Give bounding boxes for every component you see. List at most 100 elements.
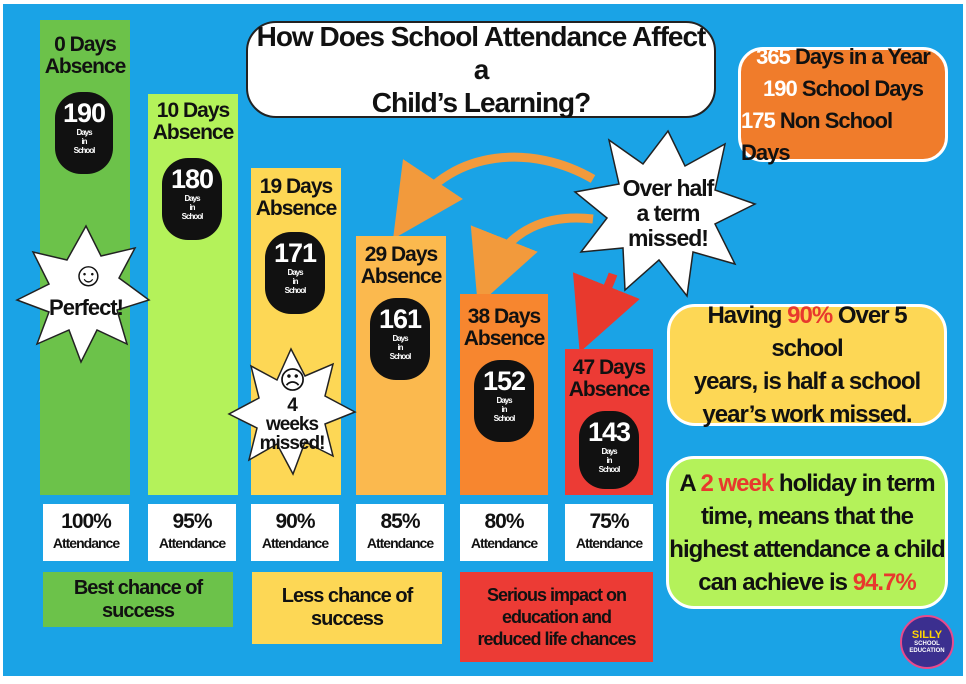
- days-in-school-pill: 171 Days in School: [265, 232, 325, 314]
- over-half-line-2: a term: [636, 200, 700, 226]
- bar-absence-days: 47 Days: [572, 356, 646, 379]
- days-label-school: School: [181, 212, 204, 221]
- days-label-school: School: [493, 414, 516, 423]
- bar-absence-label: Absence: [255, 197, 338, 220]
- infographic-poster: How Does School Attendance Affect a Chil…: [3, 4, 963, 676]
- days-label-school: School: [73, 146, 96, 155]
- days-in-school-number: 190: [62, 98, 106, 128]
- non-school-days-line: 175 Non School Days: [741, 105, 945, 169]
- attendance-box-95: 95% Attendance: [148, 504, 236, 561]
- days-in-school-pill: 143 Days in School: [579, 411, 639, 489]
- attendance-label: Attendance: [470, 535, 538, 551]
- logo-line-1: SILLY: [911, 628, 943, 641]
- logo-line-2: SCHOOL: [914, 640, 940, 647]
- days-in-school-number: 171: [273, 238, 317, 268]
- days-label-days: Days: [287, 268, 303, 277]
- attendance-label: Attendance: [261, 535, 329, 551]
- days-label-school: School: [284, 286, 307, 295]
- school-days-label: School Days: [801, 75, 924, 101]
- year-days-number: 365: [756, 43, 791, 69]
- info-holiday-post: holiday in term: [773, 469, 936, 497]
- info-90-line-1: Having 90% Over 5 school: [670, 299, 944, 365]
- days-label-school: School: [389, 352, 412, 361]
- title-box: How Does School Attendance Affect a Chil…: [246, 21, 716, 118]
- bar-10-days: 10 Days Absence 180 Days in School: [148, 94, 238, 495]
- days-in-school-pill: 161 Days in School: [370, 298, 430, 380]
- attendance-label: Attendance: [366, 535, 434, 551]
- days-label-school: School: [598, 465, 621, 474]
- attendance-percent: 95%: [172, 510, 212, 533]
- days-label-in: in: [81, 137, 87, 146]
- bar-38-days: 38 Days Absence 152 Days in School: [460, 294, 548, 495]
- year-days-line: 365 Days in a Year: [756, 41, 931, 73]
- bar-absence-label: Absence: [44, 55, 127, 78]
- bar-absence-label: Absence: [360, 265, 443, 288]
- days-label-days: Days: [496, 396, 512, 405]
- attendance-box-100: 100% Attendance: [43, 504, 129, 561]
- days-in-school-number: 161: [378, 304, 422, 334]
- days-label-in: in: [292, 277, 298, 286]
- info-90-highlight: 90%: [787, 302, 833, 329]
- year-days-box: 365 Days in a Year 190 School Days 175 N…: [738, 44, 948, 165]
- days-label-in: in: [501, 405, 507, 414]
- over-half-term-label: Over half a term missed!: [613, 176, 723, 251]
- bar-absence-days: 38 Days: [467, 305, 541, 328]
- attendance-label: Attendance: [575, 535, 643, 551]
- attendance-percent: 90%: [275, 510, 315, 533]
- category-serious-line-3: reduced life chances: [477, 629, 636, 649]
- info-holiday-line4-highlight: 94.7%: [852, 568, 917, 596]
- info-90-post: Over 5 school: [771, 302, 907, 362]
- days-label-days: Days: [601, 447, 617, 456]
- attendance-label: Attendance: [52, 535, 120, 551]
- days-label-in: in: [189, 203, 195, 212]
- days-label-in: in: [397, 343, 403, 352]
- over-half-line-3: missed!: [628, 225, 709, 251]
- category-less: Less chance of success: [252, 572, 442, 644]
- year-days-label: Days in a Year: [795, 43, 931, 69]
- four-weeks-line-2: weeks: [265, 414, 319, 435]
- school-days-number: 190: [763, 75, 798, 101]
- school-days-line: 190 School Days: [763, 73, 924, 105]
- attendance-box-80: 80% Attendance: [460, 504, 548, 561]
- days-label-in: in: [606, 456, 612, 465]
- attendance-box-75: 75% Attendance: [565, 504, 653, 561]
- attendance-percent: 100%: [61, 510, 112, 533]
- attendance-percent: 80%: [484, 510, 524, 533]
- logo-line-3: EDUCATION: [909, 647, 945, 654]
- info-holiday-box: A 2 week holiday in term time, means tha…: [666, 456, 948, 609]
- attendance-percent: 85%: [380, 510, 420, 533]
- category-serious-line-2: education and: [501, 607, 612, 627]
- category-best: Best chance of success: [43, 572, 233, 627]
- info-90-pre: Having: [707, 302, 788, 329]
- bar-absence-days: 10 Days: [156, 99, 230, 122]
- bar-absence-days: 19 Days: [259, 175, 333, 198]
- over-half-line-1: Over half: [622, 175, 715, 201]
- days-in-school-pill: 152 Days in School: [474, 360, 534, 442]
- info-holiday-line-3: highest attendance a child: [669, 535, 945, 563]
- info-90-percent-box: Having 90% Over 5 school years, is half …: [667, 302, 947, 428]
- bar-29-days: 29 Days Absence 161 Days in School: [356, 236, 446, 495]
- days-in-school-pill: 190 Days in School: [55, 92, 113, 174]
- days-label-days: Days: [184, 194, 200, 203]
- arrow-to-19-days: [393, 152, 596, 239]
- category-serious-line-1: Serious impact on: [486, 585, 627, 605]
- info-holiday-highlight: 2 week: [700, 469, 775, 497]
- days-label-days: Days: [76, 128, 92, 137]
- bar-absence-label: Absence: [152, 121, 235, 144]
- four-weeks-line-1: 4: [287, 395, 298, 416]
- category-serious: Serious impact on education and reduced …: [460, 572, 653, 662]
- arrow-to-47-days: [572, 272, 640, 353]
- info-holiday-line-1: A 2 week holiday in term: [669, 467, 945, 500]
- info-holiday-pre: A: [679, 469, 701, 497]
- info-holiday-line4-pre: can achieve is: [698, 568, 853, 596]
- title-line-1: How Does School Attendance Affect a: [256, 21, 707, 85]
- bar-47-days: 47 Days Absence 143 Days in School: [565, 349, 653, 495]
- bar-absence-days: 0 Days: [54, 33, 117, 56]
- days-in-school-pill: 180 Days in School: [162, 158, 222, 240]
- bar-absence-label: Absence: [568, 378, 651, 401]
- four-weeks-line-3: missed!: [259, 433, 326, 454]
- days-in-school-number: 180: [170, 164, 214, 194]
- info-holiday-line-2: time, means that the: [700, 502, 914, 530]
- days-in-school-number: 143: [587, 417, 631, 447]
- info-holiday-line-4: can achieve is 94.7%: [669, 566, 945, 599]
